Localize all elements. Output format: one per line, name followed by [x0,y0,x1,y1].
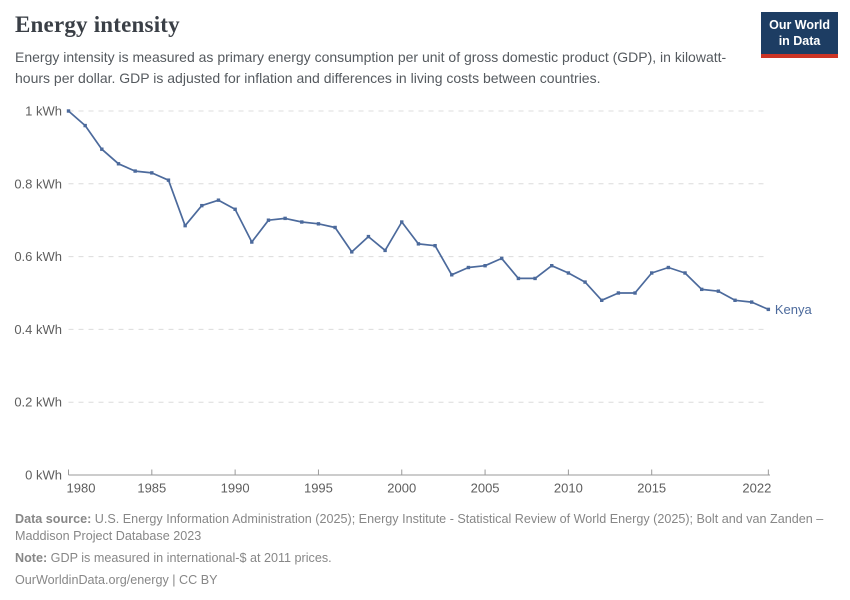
data-point[interactable] [233,207,237,211]
data-point[interactable] [683,271,687,275]
y-tick-label: 0.6 kWh [14,249,62,264]
data-point[interactable] [516,276,521,281]
y-tick-label: 0.8 kWh [14,176,62,191]
data-point[interactable] [316,222,321,226]
chart-header: Energy intensity Energy intensity is mea… [15,12,750,88]
page-title: Energy intensity [15,12,180,37]
chart-svg[interactable]: 1 kWh 0.8 kWh 0.6 kWh 0.4 kWh 0.2 kWh 0 kWh 19… [0,95,850,507]
data-line[interactable] [67,110,769,311]
citation-line[interactable]: OurWorldinData.org/energy | CC BY [15,573,218,588]
data-point[interactable] [483,264,487,268]
x-tick-label: 1995 [304,481,333,496]
data-point[interactable] [566,271,571,275]
x-tick-label: 2000 [387,481,416,496]
data-point[interactable] [266,218,271,222]
data-point[interactable] [216,198,221,202]
data-point[interactable] [650,271,654,275]
note-label: Note: [15,551,48,566]
x-tick-label: 1980 [67,481,96,496]
y-tick-label: 0 kWh [25,468,62,483]
data-point[interactable] [183,223,187,228]
data-point[interactable] [699,287,704,292]
data-point[interactable] [616,291,621,295]
data-point[interactable] [200,203,204,208]
data-point[interactable] [166,178,171,182]
data-point[interactable] [749,300,754,304]
y-tick-label: 1 kWh [25,104,62,119]
data-point[interactable] [733,298,737,302]
data-source-line: Data source: U.S. Energy Information Adm… [15,511,835,545]
x-tick-label: 2010 [554,481,583,496]
x-axis: 1980 1985 1990 1995 2000 2005 2010 2015 2022 [67,469,771,496]
data-point[interactable] [633,291,637,295]
data-point[interactable] [83,123,87,128]
data-point[interactable] [100,147,104,151]
data-point[interactable] [350,250,354,254]
chart-footer: Data source: U.S. Energy Information Adm… [15,511,835,595]
data-point[interactable] [466,265,471,270]
x-tick-label: 1985 [137,481,166,496]
data-point[interactable] [666,265,671,270]
data-point[interactable] [766,307,771,312]
x-tick-label: 2022 [742,481,771,496]
data-point[interactable] [300,220,304,224]
data-point[interactable] [366,234,371,239]
data-source-label: Data source: [15,512,92,526]
data-point[interactable] [133,169,137,173]
data-point[interactable] [583,280,587,284]
x-tick-label: 2005 [471,481,500,496]
data-point[interactable] [66,109,71,113]
series-kenya[interactable]: Kenya [66,109,813,317]
data-point[interactable] [150,171,154,175]
y-tick-label: 0.2 kWh [14,395,62,410]
data-point[interactable] [250,240,254,244]
data-point[interactable] [116,162,121,166]
series-end-label[interactable]: Kenya [775,302,813,317]
y-axis: 1 kWh 0.8 kWh 0.6 kWh 0.4 kWh 0.2 kWh 0 kWh [14,104,770,483]
data-point[interactable] [416,242,421,246]
data-point[interactable] [600,298,604,302]
data-point[interactable] [283,216,287,221]
data-source-text: U.S. Energy Information Administration (… [15,512,824,544]
line-chart[interactable]: 1 kWh 0.8 kWh 0.6 kWh 0.4 kWh 0.2 kWh 0 kWh 19… [0,95,850,507]
data-point[interactable] [450,273,454,277]
x-tick-label: 2015 [637,481,666,496]
x-tick-label: 1990 [221,481,250,496]
note-text: GDP is measured in international-$ at 20… [47,551,332,566]
data-point[interactable] [433,243,437,248]
y-tick-label: 0.4 kWh [14,322,62,337]
data-point[interactable] [500,256,504,261]
data-point[interactable] [716,289,721,293]
data-point[interactable] [550,264,554,268]
data-point[interactable] [383,248,387,253]
note-line: Note: GDP is measured in international-$… [15,550,835,567]
data-point[interactable] [533,276,537,281]
owid-logo[interactable]: Our World in Data [761,12,838,58]
owid-logo-line1: Our World [769,18,830,32]
data-point[interactable] [400,220,404,224]
page-subtitle: Energy intensity is measured as primary … [15,49,727,86]
data-point[interactable] [333,225,337,230]
owid-logo-line2: in Data [778,34,821,48]
